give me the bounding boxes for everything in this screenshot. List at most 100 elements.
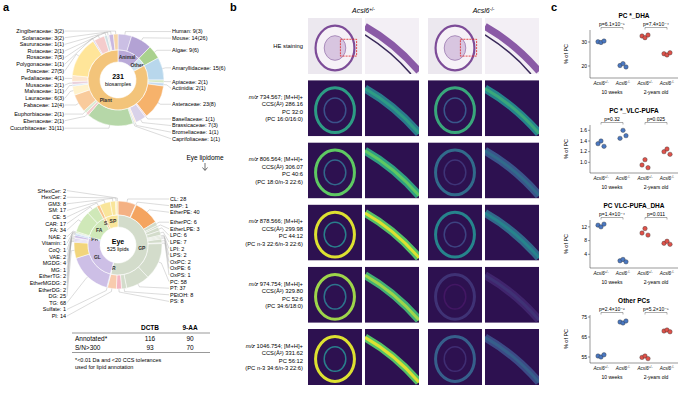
leader-line (65, 114, 87, 121)
bracket (601, 218, 623, 220)
ms-background (365, 329, 419, 385)
y-tick-label: 55 (581, 354, 587, 360)
ms-lens (444, 98, 466, 123)
point (602, 222, 606, 226)
table-row-label: S/N>300 (75, 344, 101, 351)
group-label: FA (96, 227, 103, 233)
slice-label: TG: 68 (49, 300, 66, 306)
genotype-label: Acsl6+/- (351, 7, 375, 14)
slice-label: Sulfate: 1 (43, 306, 66, 312)
point (640, 231, 644, 235)
mz: m/z (249, 281, 258, 287)
y-tick-label: 30 (581, 39, 587, 45)
chart-title: Other PCs (618, 297, 650, 304)
slice-label: LPI: 2 (170, 246, 184, 252)
y-tick (588, 337, 590, 338)
ms-band-core (365, 151, 419, 196)
leader-line (119, 289, 169, 301)
slice-label: LPC: 6 (170, 232, 187, 238)
leader-line (67, 207, 92, 224)
gene: Acsl6 (659, 271, 672, 276)
genotype-label: Acsl6+/- (592, 365, 608, 371)
donut-slice (113, 34, 118, 50)
p-value: p=7.4×10⁻⁴ (643, 21, 669, 27)
slice-label: VAE: 2 (49, 254, 66, 260)
group-label: 10 weeks (601, 184, 623, 190)
leader-line (65, 78, 72, 79)
leader-line (162, 241, 169, 269)
footnote: used for lipid annotation (75, 364, 133, 370)
points (596, 319, 672, 361)
tissue-image (365, 142, 419, 198)
leader-line (67, 241, 74, 289)
point (602, 353, 606, 357)
row-label: m/z 878.566; [M+H]+ (249, 218, 304, 224)
mz-value: 1046.754; [M+H]+ (255, 343, 304, 349)
gene: Acsl6 (592, 81, 605, 86)
gene: Acsl6 (636, 366, 649, 371)
tissue-image (308, 18, 362, 74)
leader-line (67, 203, 98, 217)
row-label: CCS(Å²) 286.16 (262, 101, 303, 107)
center-text: 231 (112, 73, 124, 80)
ms-band-core (485, 151, 539, 196)
y-label: % of PC (563, 139, 569, 159)
y-label: % of PC (563, 329, 569, 349)
ms-background (308, 205, 362, 261)
center-text: 525 lipids (107, 246, 129, 252)
row-label: (PC 16:0/16:0) (265, 116, 303, 122)
ms-lens (444, 160, 466, 185)
ms-retina (316, 150, 355, 195)
genotype-label: Acsl6-/- (615, 175, 630, 181)
point (668, 152, 672, 156)
ms-retina (316, 274, 355, 319)
superscript: +/- (605, 365, 609, 369)
leader-line (65, 54, 79, 70)
ms-band-core (365, 213, 419, 258)
leader-line (67, 220, 81, 230)
gene: Acsl6 (659, 81, 672, 86)
genotype-label: Acsl6+/- (592, 175, 608, 181)
ms-band (365, 337, 419, 382)
chart-title: PC *_VLC-PUFA (609, 107, 659, 114)
slice-label: Human: 9(3) (172, 28, 203, 34)
tissue-image (365, 80, 419, 136)
p-value: p=1.4×10⁻⁴ (599, 211, 625, 217)
tissue-image (428, 205, 482, 261)
bracket (645, 218, 667, 220)
slice-label: Pedaliaceae: 4(1) (21, 75, 64, 81)
ms-background (308, 329, 362, 385)
bracket (645, 123, 667, 125)
y-axis (590, 220, 591, 268)
superscript: -/- (671, 175, 674, 179)
table-rule (72, 352, 210, 353)
y-label: % of PC (563, 234, 569, 254)
ms-background (428, 267, 482, 323)
superscript: +/- (649, 80, 653, 84)
donut-slice (115, 201, 117, 215)
tissue-image (485, 329, 539, 385)
he-retina (365, 26, 419, 71)
slice-label: Musaceae: 2(1) (26, 82, 64, 88)
slice-label: EtherPE: 40 (170, 209, 200, 215)
mz: m/z (249, 94, 258, 100)
superscript: -/- (627, 175, 630, 179)
slice-label: EtherDG: 2 (38, 287, 66, 293)
he-background (308, 18, 362, 74)
group-label: GP (138, 245, 146, 251)
leader-line (67, 236, 75, 263)
leader-line (65, 32, 108, 44)
superscript: -/- (490, 7, 495, 12)
donut-group (88, 238, 113, 274)
x-axis (590, 363, 678, 364)
point (624, 260, 628, 264)
slice-label: Rutaceae: 2(1) (28, 48, 65, 54)
table-cell: 116 (145, 335, 156, 342)
ms-band (485, 151, 539, 196)
tissue-image (308, 329, 362, 385)
ms-band-core (485, 337, 539, 382)
superscript: -/- (627, 270, 630, 274)
slice-label: Poaceae: 27(5) (26, 68, 64, 74)
slice-label: MG: 1 (51, 267, 66, 273)
slice-label: MGDG: 4 (43, 260, 66, 266)
